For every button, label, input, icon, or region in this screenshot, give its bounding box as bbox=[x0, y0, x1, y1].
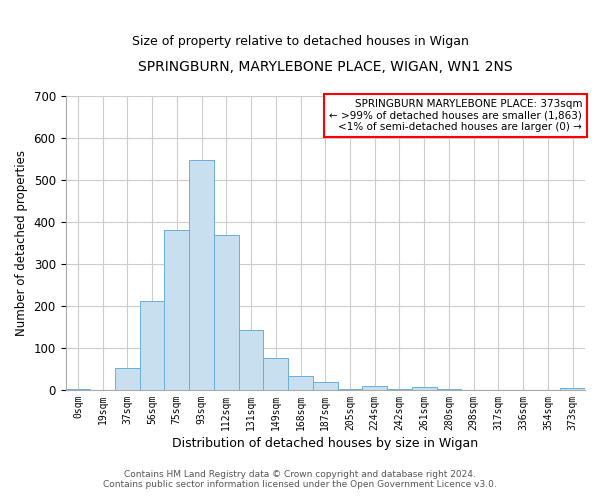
Bar bbox=[437, 388, 461, 390]
Y-axis label: Number of detached properties: Number of detached properties bbox=[15, 150, 28, 336]
Bar bbox=[288, 376, 313, 390]
Bar bbox=[560, 388, 585, 390]
Bar bbox=[115, 368, 140, 390]
Title: SPRINGBURN, MARYLEBONE PLACE, WIGAN, WN1 2NS: SPRINGBURN, MARYLEBONE PLACE, WIGAN, WN1… bbox=[138, 60, 512, 74]
Text: Size of property relative to detached houses in Wigan: Size of property relative to detached ho… bbox=[131, 35, 469, 48]
Bar bbox=[263, 358, 288, 390]
Bar bbox=[338, 388, 362, 390]
Text: SPRINGBURN MARYLEBONE PLACE: 373sqm
← >99% of detached houses are smaller (1,863: SPRINGBURN MARYLEBONE PLACE: 373sqm ← >9… bbox=[329, 99, 582, 132]
X-axis label: Distribution of detached houses by size in Wigan: Distribution of detached houses by size … bbox=[172, 437, 478, 450]
Bar bbox=[140, 300, 164, 390]
Bar bbox=[362, 386, 387, 390]
Bar bbox=[313, 382, 338, 390]
Bar bbox=[189, 160, 214, 390]
Text: Contains HM Land Registry data © Crown copyright and database right 2024.
Contai: Contains HM Land Registry data © Crown c… bbox=[103, 470, 497, 489]
Bar bbox=[412, 386, 437, 390]
Bar bbox=[239, 330, 263, 390]
Bar bbox=[387, 388, 412, 390]
Bar bbox=[214, 234, 239, 390]
Bar bbox=[65, 388, 90, 390]
Bar bbox=[164, 230, 189, 390]
